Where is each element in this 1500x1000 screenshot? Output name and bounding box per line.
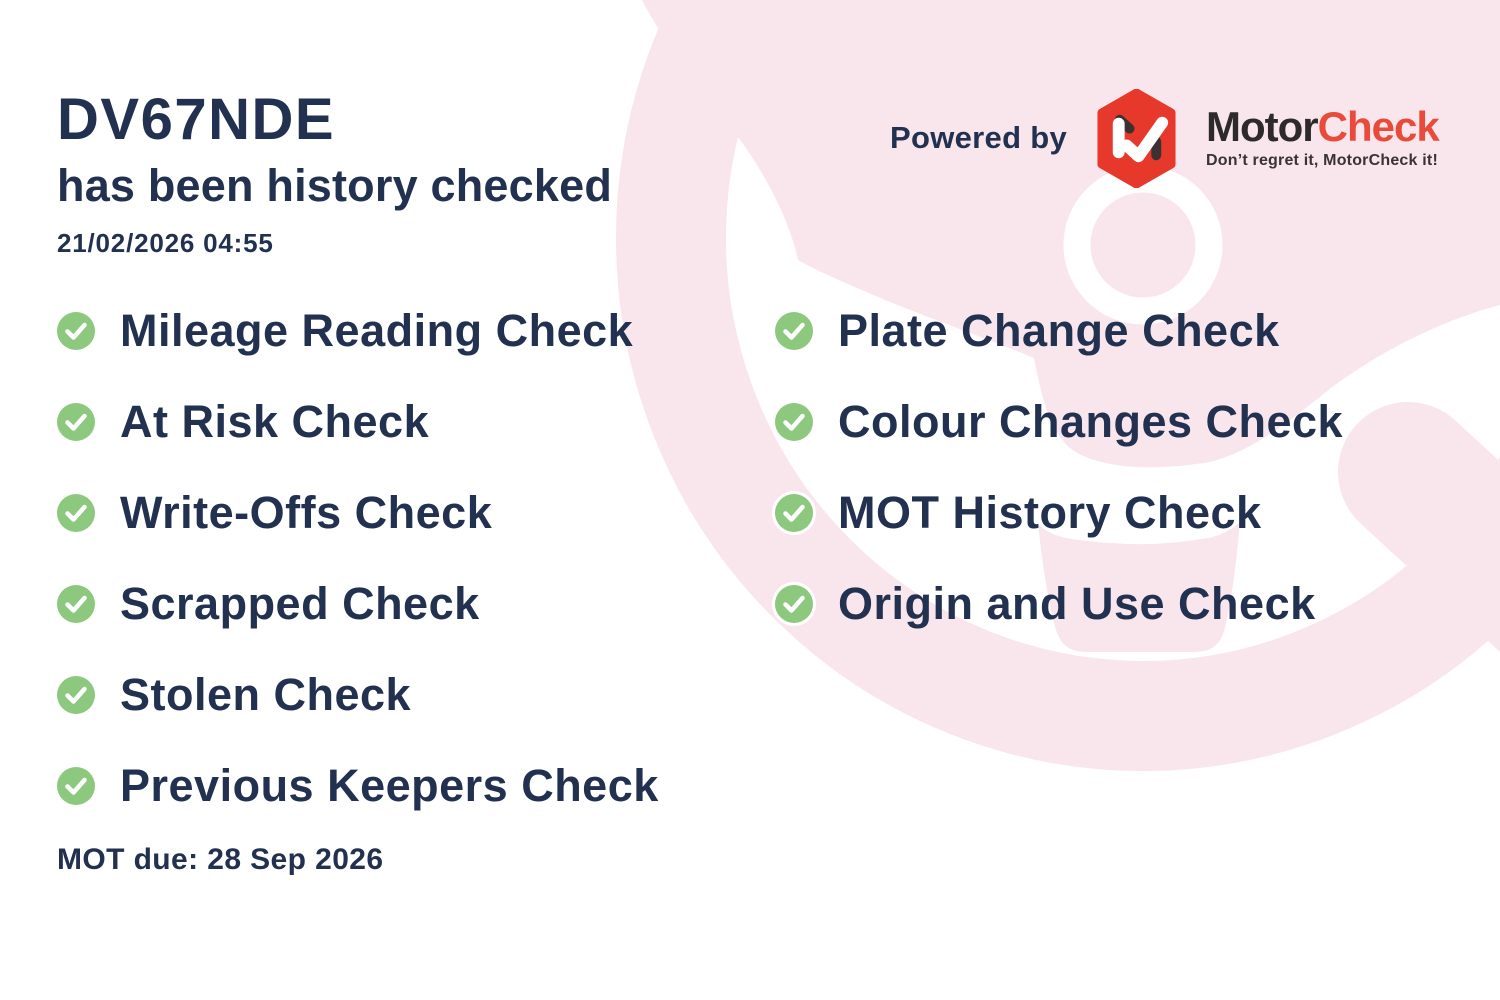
checklist-right-column: Plate Change Check Colour Changes Check … — [775, 305, 1343, 676]
check-item: Origin and Use Check — [775, 578, 1343, 629]
brand-lockup: Powered by MotorCheck Don’t regret it, M… — [890, 86, 1440, 190]
registration-plate: DV67NDE — [57, 87, 336, 152]
check-item-label: MOT History Check — [838, 487, 1262, 538]
check-circle-icon — [775, 585, 813, 623]
check-timestamp: 21/02/2026 04:55 — [57, 227, 274, 258]
brand-name-check: Check — [1317, 103, 1440, 150]
check-circle-icon — [57, 767, 95, 805]
check-item-label: Mileage Reading Check — [120, 305, 634, 356]
check-item-label: Stolen Check — [120, 669, 412, 720]
check-item-label: Plate Change Check — [838, 305, 1280, 356]
check-circle-icon — [57, 585, 95, 623]
check-item: Plate Change Check — [775, 305, 1343, 356]
mot-due-label: MOT due: 28 Sep 2026 — [57, 843, 384, 876]
brand-tagline: Don’t regret it, MotorCheck it! — [1206, 152, 1438, 169]
powered-by-label: Powered by — [890, 120, 1067, 155]
motorcheck-logotype: MotorCheck Don’t regret it, MotorCheck i… — [1206, 103, 1440, 170]
check-circle-icon — [775, 312, 813, 350]
check-item: Previous Keepers Check — [57, 760, 659, 811]
check-item-label: Previous Keepers Check — [120, 760, 659, 811]
check-item-label: Origin and Use Check — [838, 578, 1316, 629]
check-item: MOT History Check — [775, 487, 1343, 538]
history-checked-subtitle: has been history checked — [57, 159, 613, 211]
checklist-left-column: Mileage Reading Check At Risk Check Writ… — [57, 305, 659, 858]
check-circle-icon — [57, 312, 95, 350]
motorcheck-hexagon-check-icon — [1097, 88, 1176, 188]
check-circle-icon — [57, 676, 95, 714]
check-item-label: Colour Changes Check — [838, 396, 1344, 447]
check-item: At Risk Check — [57, 396, 659, 447]
check-circle-icon — [57, 494, 95, 532]
check-item: Write-Offs Check — [57, 487, 659, 538]
brand-name-motor: Motor — [1206, 103, 1319, 150]
check-item: Mileage Reading Check — [57, 305, 659, 356]
check-circle-icon — [775, 403, 813, 441]
check-circle-icon — [57, 403, 95, 441]
check-item: Colour Changes Check — [775, 396, 1343, 447]
check-item-label: At Risk Check — [120, 396, 430, 447]
check-item-label: Write-Offs Check — [120, 487, 493, 538]
check-item-label: Scrapped Check — [120, 578, 480, 629]
check-item: Stolen Check — [57, 669, 659, 720]
brand-name: MotorCheck — [1206, 103, 1440, 150]
check-item: Scrapped Check — [57, 578, 659, 629]
header: DV67NDE has been history checked 21/02/2… — [57, 88, 612, 259]
check-circle-icon — [775, 494, 813, 532]
